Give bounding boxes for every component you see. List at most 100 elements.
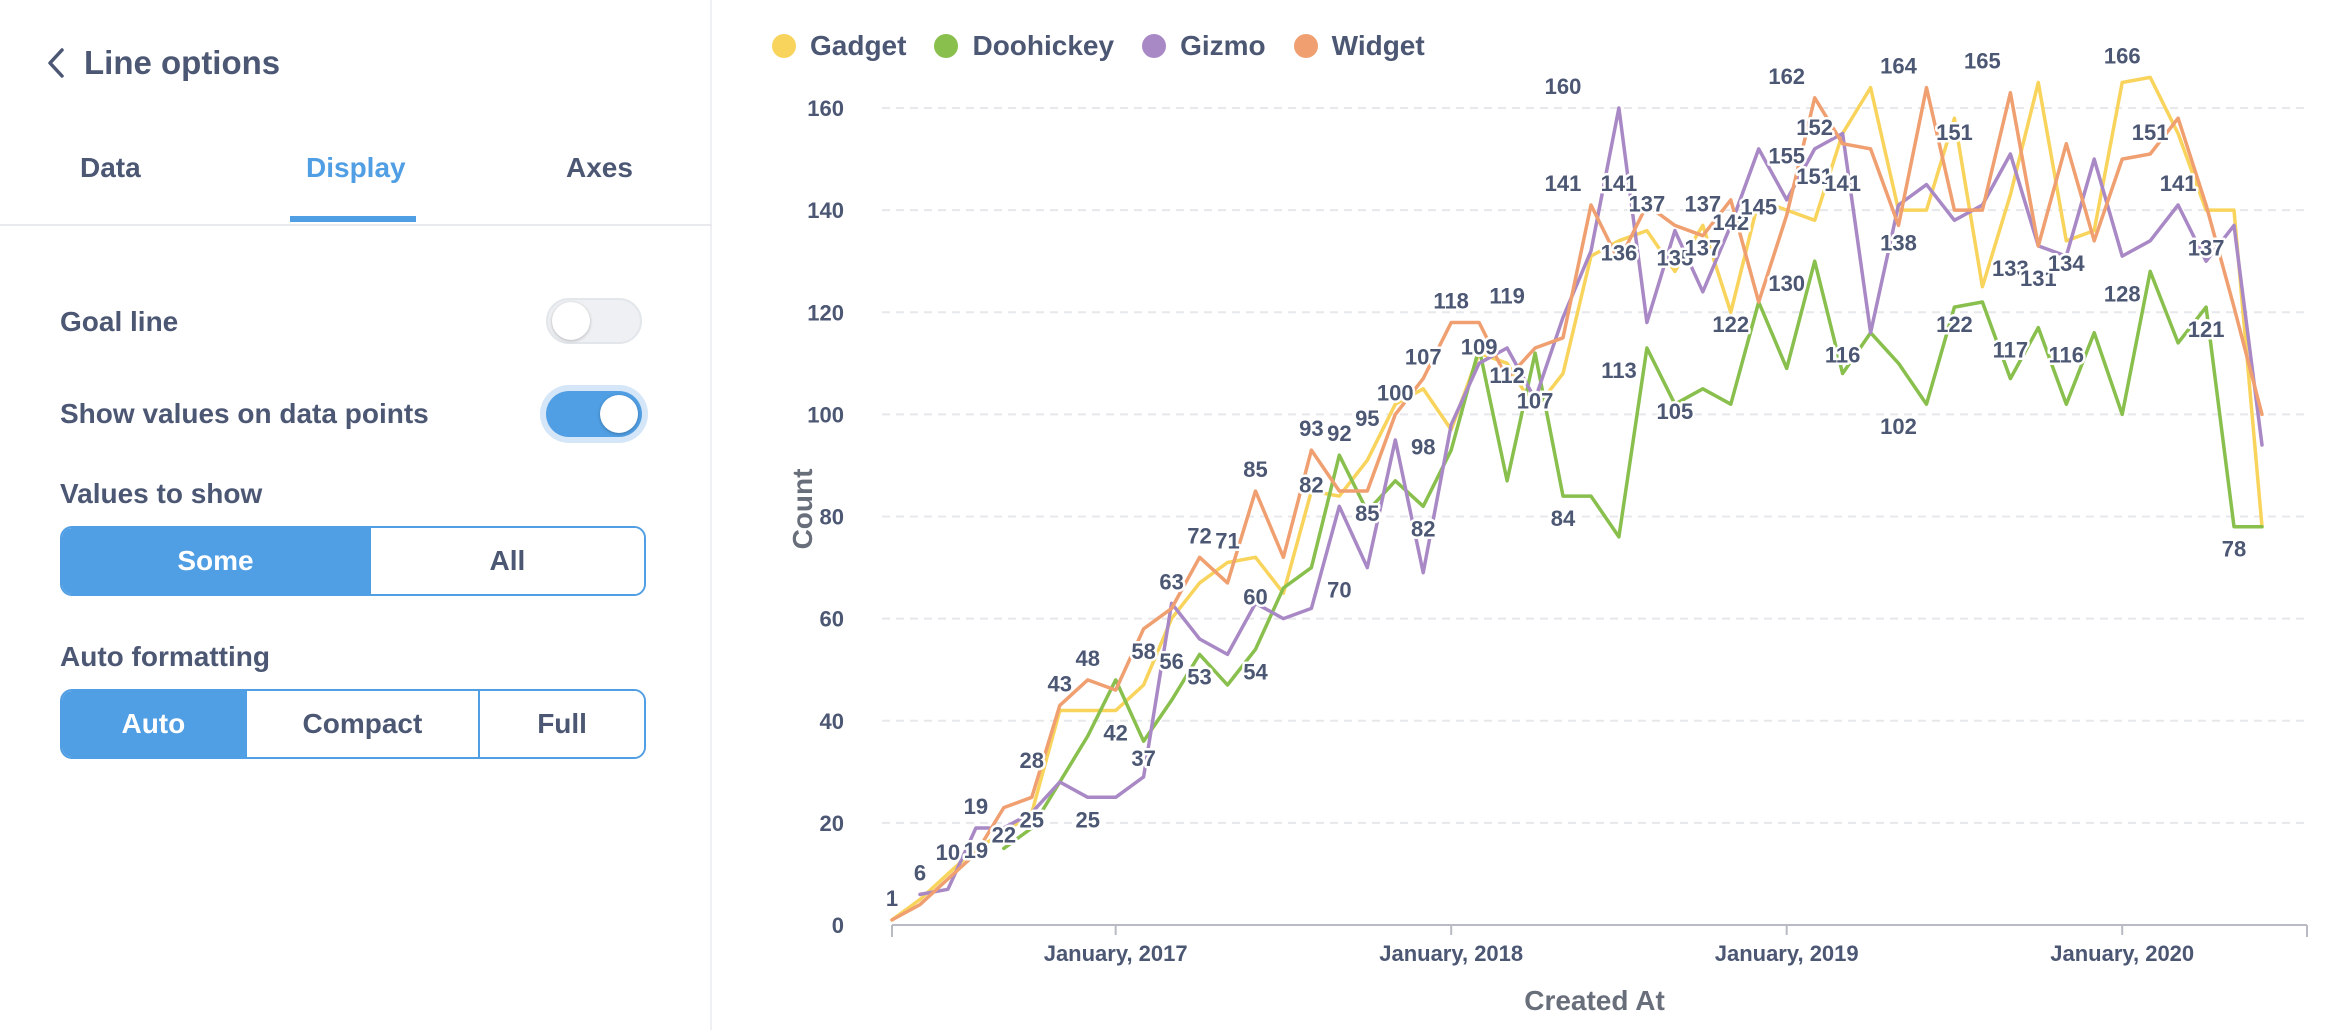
x-tick-label: January, 2017 bbox=[1044, 941, 1188, 966]
data-label: 138 bbox=[1880, 230, 1917, 255]
data-label: 117 bbox=[1993, 338, 2029, 363]
y-axis-title: Count bbox=[787, 469, 818, 550]
y-tick-label: 120 bbox=[807, 300, 844, 325]
legend-dot-icon bbox=[772, 34, 796, 58]
chart-legend: Gadget Doohickey Gizmo Widget bbox=[772, 30, 1425, 62]
data-label: 107 bbox=[1517, 389, 1554, 414]
data-label: 116 bbox=[1825, 343, 1861, 368]
data-label: 160 bbox=[1545, 74, 1582, 99]
format-option-auto[interactable]: Auto bbox=[62, 691, 245, 757]
legend-item-widget[interactable]: Widget bbox=[1293, 30, 1425, 62]
data-label: 121 bbox=[2188, 317, 2225, 342]
legend-label: Widget bbox=[1331, 30, 1425, 61]
values-option-all[interactable]: All bbox=[368, 528, 644, 594]
data-label: 43 bbox=[1048, 671, 1072, 696]
format-option-compact[interactable]: Compact bbox=[244, 691, 479, 757]
data-label: 82 bbox=[1411, 516, 1435, 541]
y-tick-label: 20 bbox=[820, 811, 844, 836]
x-tick-label: January, 2019 bbox=[1715, 941, 1859, 966]
legend-item-gizmo[interactable]: Gizmo bbox=[1142, 30, 1266, 62]
data-label: 130 bbox=[1768, 271, 1805, 296]
y-tick-label: 40 bbox=[820, 709, 844, 734]
data-label: 54 bbox=[1243, 659, 1268, 684]
legend-dot-icon bbox=[1142, 34, 1167, 58]
values-option-some[interactable]: Some bbox=[62, 528, 369, 594]
data-label: 135 bbox=[1656, 246, 1693, 271]
data-label: 95 bbox=[1355, 406, 1379, 431]
data-label: 56 bbox=[1159, 649, 1183, 674]
panel-title: Line options bbox=[84, 44, 281, 81]
data-label: 84 bbox=[1551, 506, 1576, 531]
data-label: 145 bbox=[1740, 195, 1777, 220]
x-tick-label: January, 2020 bbox=[2050, 941, 2194, 966]
data-label: 162 bbox=[1768, 64, 1805, 89]
data-label: 71 bbox=[1215, 528, 1239, 553]
series-line-doohickey bbox=[1002, 259, 2264, 851]
active-tab-indicator bbox=[290, 216, 416, 222]
data-label: 1 bbox=[886, 886, 898, 911]
data-label: 93 bbox=[1299, 416, 1323, 441]
legend-label: Gizmo bbox=[1180, 30, 1266, 61]
toggle-knob bbox=[600, 395, 638, 433]
data-label: 48 bbox=[1075, 646, 1099, 671]
data-label: 137 bbox=[1629, 191, 1666, 216]
data-label: 134 bbox=[2048, 251, 2085, 276]
format-option-full[interactable]: Full bbox=[478, 691, 644, 757]
data-label: 58 bbox=[1131, 639, 1155, 664]
tab-axes[interactable]: Axes bbox=[566, 152, 633, 183]
data-label: 10 bbox=[936, 840, 960, 865]
x-tick-label: January, 2018 bbox=[1379, 941, 1523, 966]
data-label: 118 bbox=[1433, 288, 1469, 313]
data-label: 85 bbox=[1355, 501, 1379, 526]
data-label: 100 bbox=[1377, 380, 1414, 405]
data-label: 72 bbox=[1187, 523, 1211, 548]
y-tick-label: 100 bbox=[807, 402, 844, 427]
tab-data[interactable]: Data bbox=[80, 152, 141, 183]
data-label: 19 bbox=[964, 838, 988, 863]
data-label: 151 bbox=[1936, 120, 1973, 145]
data-label: 98 bbox=[1411, 435, 1435, 460]
data-label: 28 bbox=[1020, 748, 1044, 773]
data-label: 142 bbox=[1712, 210, 1749, 235]
data-label: 113 bbox=[1601, 358, 1637, 383]
data-label: 116 bbox=[2049, 343, 2085, 368]
data-label: 155 bbox=[1768, 144, 1805, 169]
tab-display[interactable]: Display bbox=[306, 152, 406, 183]
settings-sidebar: Line options Data Display Axes Goal line… bbox=[0, 0, 712, 1030]
show-values-toggle[interactable] bbox=[546, 391, 642, 437]
auto-formatting-label: Auto formatting bbox=[60, 641, 270, 672]
goal-line-toggle[interactable] bbox=[546, 298, 642, 344]
series-line-widget bbox=[890, 85, 2264, 922]
data-label: 166 bbox=[2104, 43, 2141, 68]
data-label: 70 bbox=[1327, 578, 1351, 603]
data-label: 152 bbox=[1796, 115, 1833, 140]
data-label: 141 bbox=[1545, 171, 1582, 196]
data-label: 109 bbox=[1461, 334, 1498, 359]
data-label: 119 bbox=[1489, 283, 1525, 308]
legend-label: Doohickey bbox=[972, 30, 1115, 61]
data-label: 19 bbox=[964, 794, 988, 819]
data-label: 60 bbox=[1243, 585, 1267, 610]
data-label: 25 bbox=[1020, 807, 1044, 832]
data-label: 105 bbox=[1656, 399, 1693, 424]
legend-dot-icon bbox=[1293, 34, 1318, 58]
data-label: 137 bbox=[2188, 235, 2225, 260]
auto-formatting-segmented: Auto Compact Full bbox=[60, 689, 646, 759]
data-label: 151 bbox=[2132, 120, 2169, 145]
data-label: 151 bbox=[1796, 164, 1833, 189]
data-label: 78 bbox=[2222, 537, 2246, 562]
data-label: 141 bbox=[2160, 171, 2197, 196]
data-label: 107 bbox=[1405, 345, 1442, 370]
data-label: 6 bbox=[914, 860, 926, 885]
values-to-show-segmented: Some All bbox=[60, 526, 646, 596]
legend-item-doohickey[interactable]: Doohickey bbox=[934, 30, 1114, 62]
data-label: 92 bbox=[1327, 421, 1351, 446]
data-label: 133 bbox=[1992, 256, 2029, 281]
data-label: 112 bbox=[1489, 363, 1525, 388]
data-label: 122 bbox=[1712, 312, 1749, 337]
data-label: 42 bbox=[1103, 721, 1127, 746]
legend-item-gadget[interactable]: Gadget bbox=[772, 30, 906, 62]
back-button[interactable]: Line options bbox=[44, 44, 280, 82]
